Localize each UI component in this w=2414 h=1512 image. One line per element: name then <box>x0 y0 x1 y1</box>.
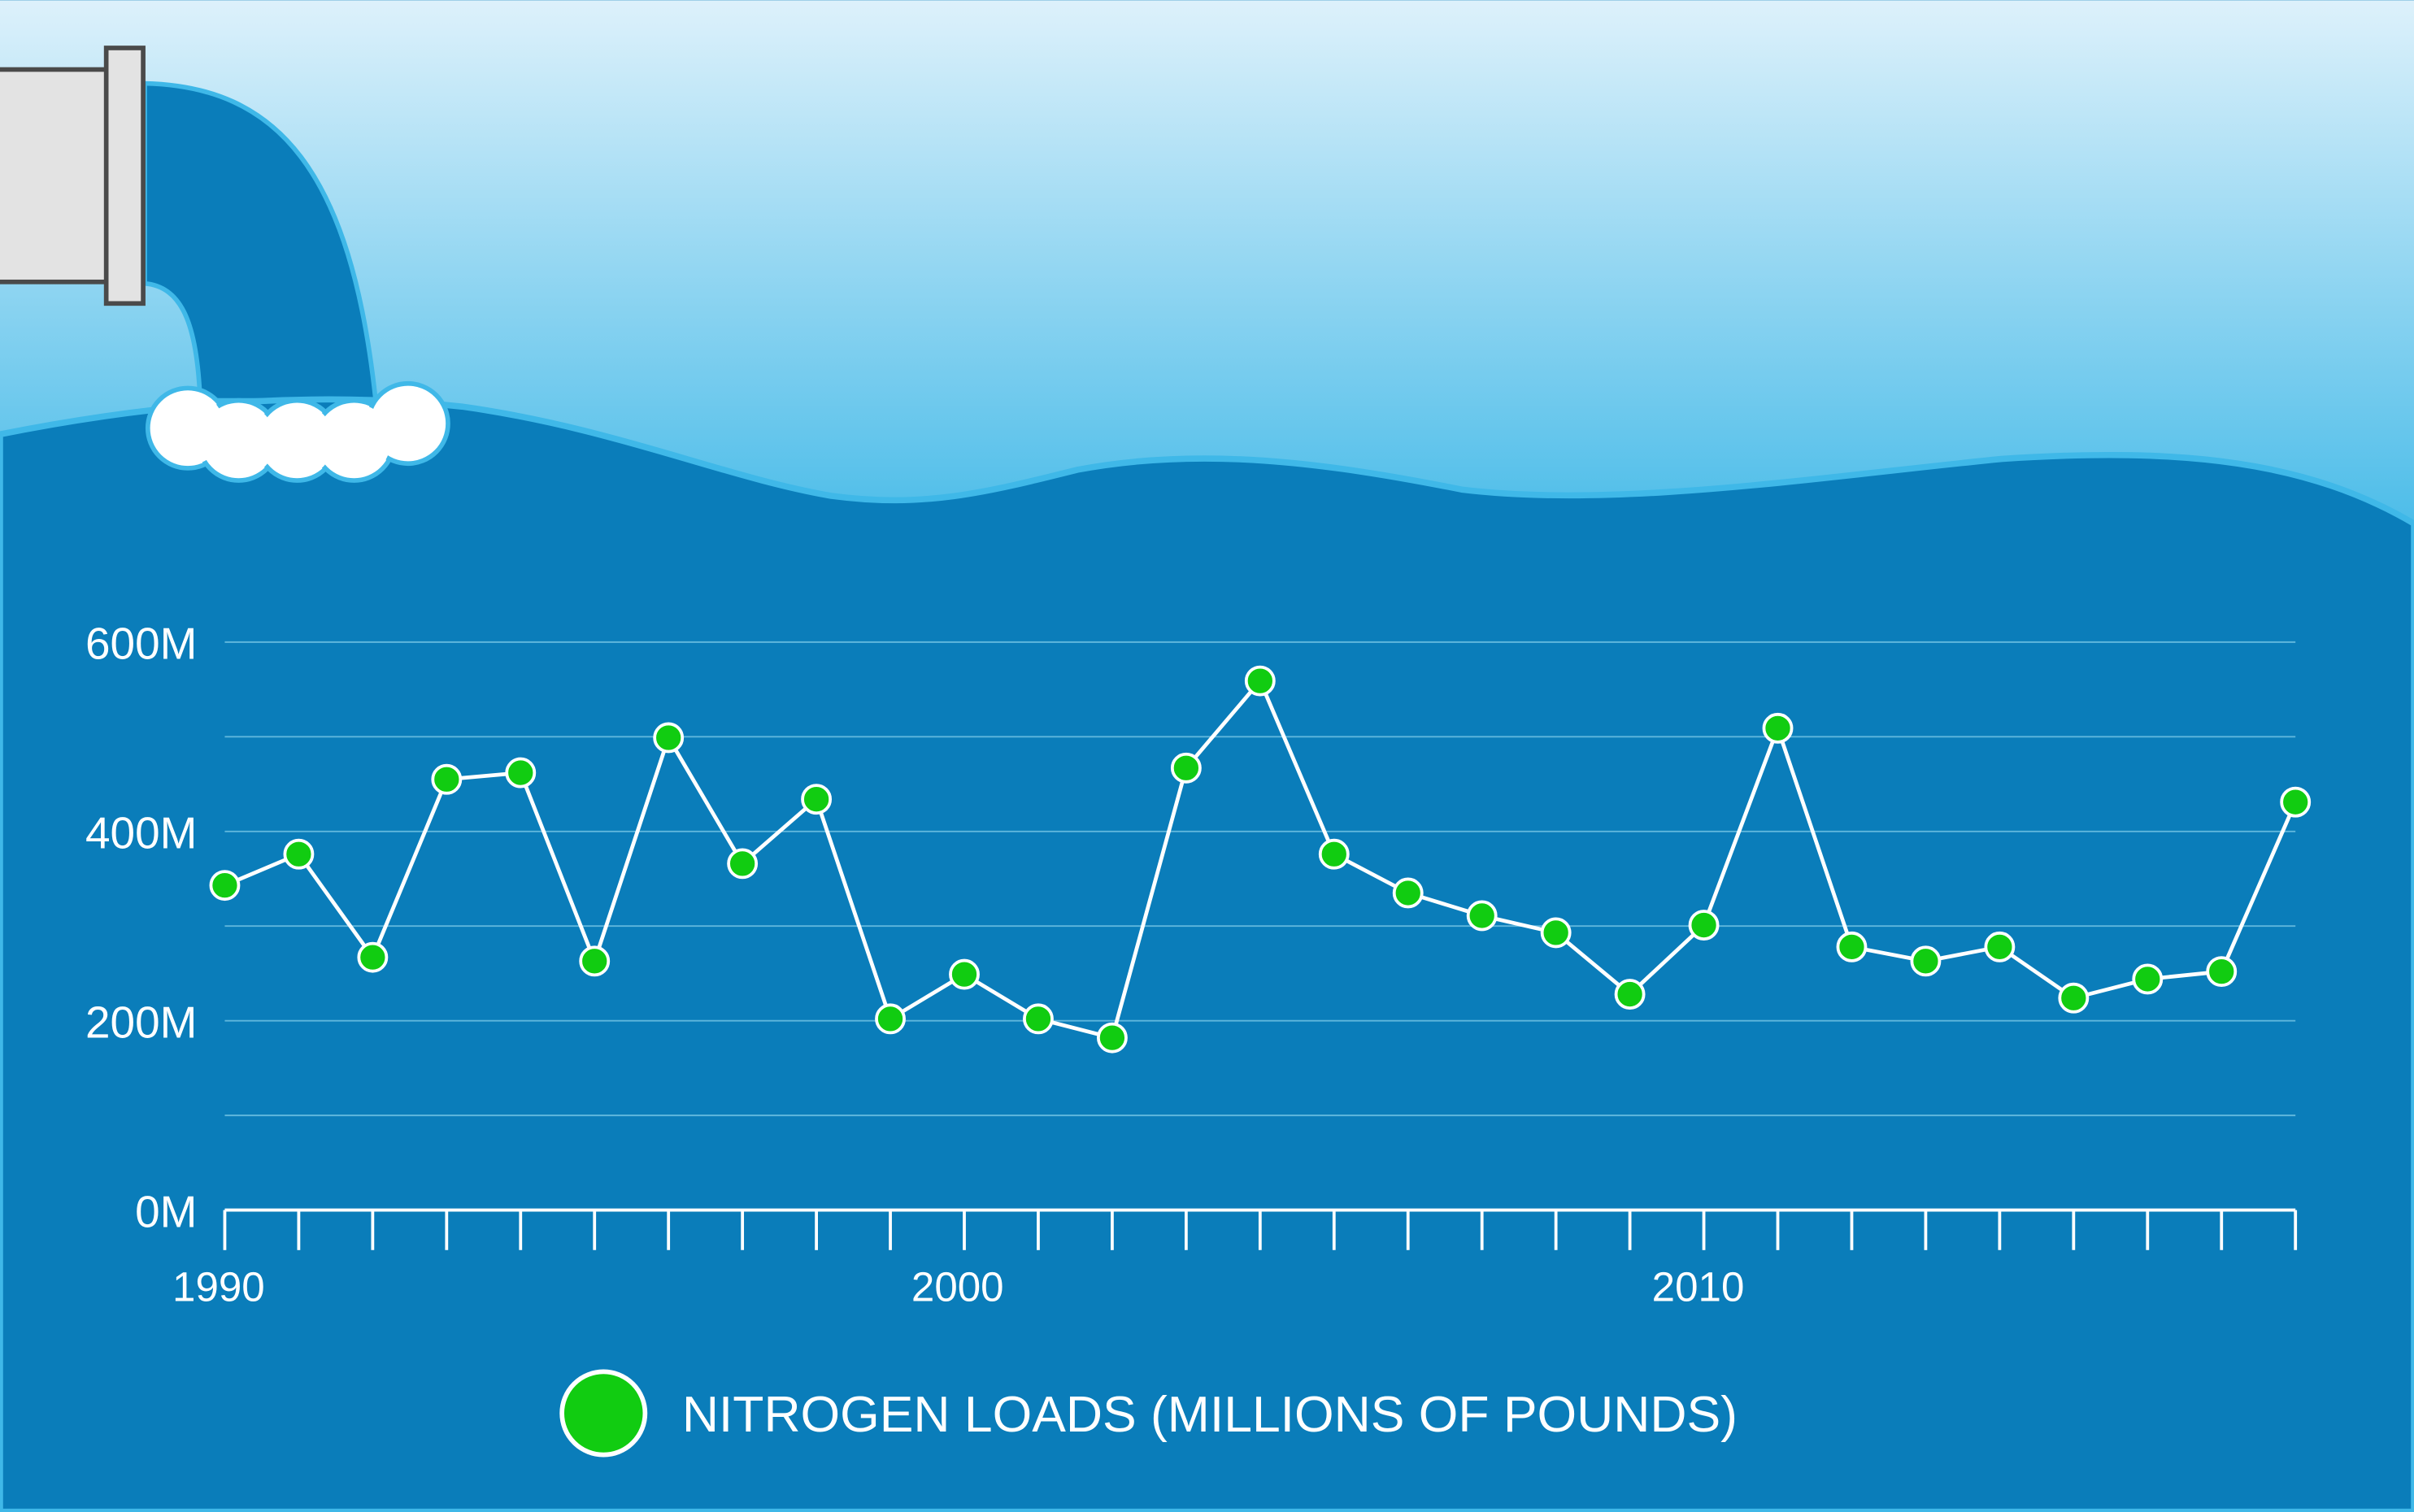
data-point <box>1910 945 1942 977</box>
data-point <box>1318 838 1350 870</box>
data-point <box>1392 877 1424 909</box>
data-point <box>1614 979 1646 1010</box>
pipe-icon <box>0 46 379 403</box>
water-surface <box>0 396 2414 1512</box>
y-tick-label: 600M <box>85 619 197 669</box>
series-nitrogen-loads <box>209 665 2312 1054</box>
data-point <box>1466 900 1498 932</box>
y-tick-label: 400M <box>85 808 197 858</box>
data-point <box>801 784 833 815</box>
data-point <box>1170 752 1202 784</box>
data-point <box>875 1003 906 1035</box>
data-point <box>431 763 463 795</box>
data-point <box>2132 963 2164 995</box>
x-tick-label: 2010 <box>1652 1263 1745 1310</box>
data-point <box>1023 1003 1054 1035</box>
gridlines <box>224 641 2296 1117</box>
data-point <box>209 870 241 902</box>
data-point <box>2206 956 2238 988</box>
x-axis: 1990 2000 2010 <box>172 1208 2298 1310</box>
data-point <box>1688 910 1720 941</box>
legend: NITROGEN LOADS (MILLIONS OF POUNDS) <box>559 1369 1738 1458</box>
data-point <box>1984 931 2016 962</box>
data-point <box>283 838 315 870</box>
y-axis: 0M 200M 400M 600M <box>85 619 197 1237</box>
data-point <box>2058 982 2090 1014</box>
y-tick-label: 0M <box>135 1186 197 1236</box>
data-point <box>505 757 537 789</box>
data-point <box>1096 1022 1128 1054</box>
legend-marker <box>559 1369 648 1458</box>
data-point <box>727 848 759 880</box>
legend-label: NITROGEN LOADS (MILLIONS OF POUNDS) <box>682 1386 1738 1443</box>
data-point <box>1244 665 1276 697</box>
data-point <box>949 958 980 990</box>
y-tick-label: 200M <box>85 997 197 1048</box>
data-point <box>1540 917 1572 949</box>
data-point <box>579 945 611 977</box>
x-tick-label: 1990 <box>172 1263 265 1310</box>
data-point <box>1762 712 1794 744</box>
x-tick-label: 2000 <box>911 1263 1004 1310</box>
data-point <box>2280 786 2312 818</box>
data-point <box>357 941 389 973</box>
data-point <box>653 722 685 754</box>
data-point <box>1836 931 1868 962</box>
